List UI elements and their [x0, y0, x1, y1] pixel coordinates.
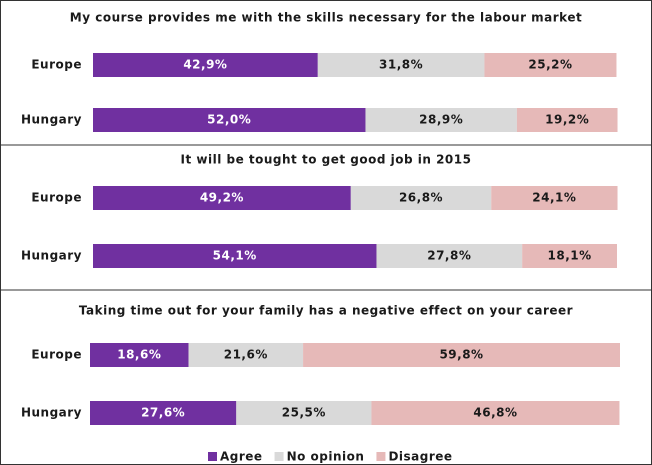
category-label: Europe: [31, 348, 82, 362]
bar-segment: [484, 53, 617, 77]
value-label: 42,9%: [183, 58, 227, 72]
bar-segment: [522, 244, 617, 268]
bar-segment: [90, 343, 189, 367]
value-label: 28,9%: [419, 113, 463, 127]
bar-segment: [93, 108, 366, 132]
panel-title: My course provides me with the skills ne…: [70, 11, 582, 25]
bar-segment: [188, 343, 304, 367]
legend-swatch: [376, 452, 386, 461]
bar-segment: [90, 401, 237, 425]
bar-segment: [371, 401, 620, 425]
bar-segment: [516, 108, 618, 132]
value-label: 25,2%: [528, 58, 572, 72]
value-label: 59,8%: [439, 348, 483, 362]
category-label: Hungary: [21, 113, 82, 127]
value-label: 31,8%: [379, 58, 423, 72]
value-label: 27,8%: [427, 249, 471, 263]
value-label: 26,8%: [399, 191, 443, 205]
value-label: 52,0%: [207, 113, 251, 127]
value-label: 18,1%: [548, 249, 592, 263]
bar-segment: [93, 186, 351, 210]
bar-segment: [376, 244, 523, 268]
value-label: 27,6%: [141, 406, 185, 420]
panel-title: Taking time out for your family has a ne…: [79, 304, 573, 318]
legend-label: No opinion: [287, 450, 365, 464]
value-label: 21,6%: [224, 348, 268, 362]
value-label: 24,1%: [532, 191, 576, 205]
value-label: 18,6%: [117, 348, 161, 362]
category-label: Europe: [31, 58, 82, 72]
bar-segment: [317, 53, 485, 77]
bar-segment: [303, 343, 620, 367]
bar-segment: [236, 401, 372, 425]
bar-segment: [491, 186, 618, 210]
legend-label: Disagree: [388, 450, 452, 464]
category-label: Hungary: [21, 406, 82, 420]
category-label: Hungary: [21, 249, 82, 263]
value-label: 46,8%: [473, 406, 517, 420]
bar-segment: [350, 186, 492, 210]
legend-label: Agree: [220, 450, 263, 464]
value-label: 19,2%: [545, 113, 589, 127]
legend-swatch: [208, 452, 217, 461]
value-label: 54,1%: [213, 249, 257, 263]
bar-segment: [93, 244, 377, 268]
category-label: Europe: [31, 191, 82, 205]
bar-segment: [365, 108, 517, 132]
panel-title: It will be tought to get good job in 201…: [181, 153, 472, 167]
legend-swatch: [274, 452, 284, 461]
value-label: 49,2%: [200, 191, 244, 205]
value-label: 25,5%: [282, 406, 326, 420]
bar-segment: [93, 53, 318, 77]
